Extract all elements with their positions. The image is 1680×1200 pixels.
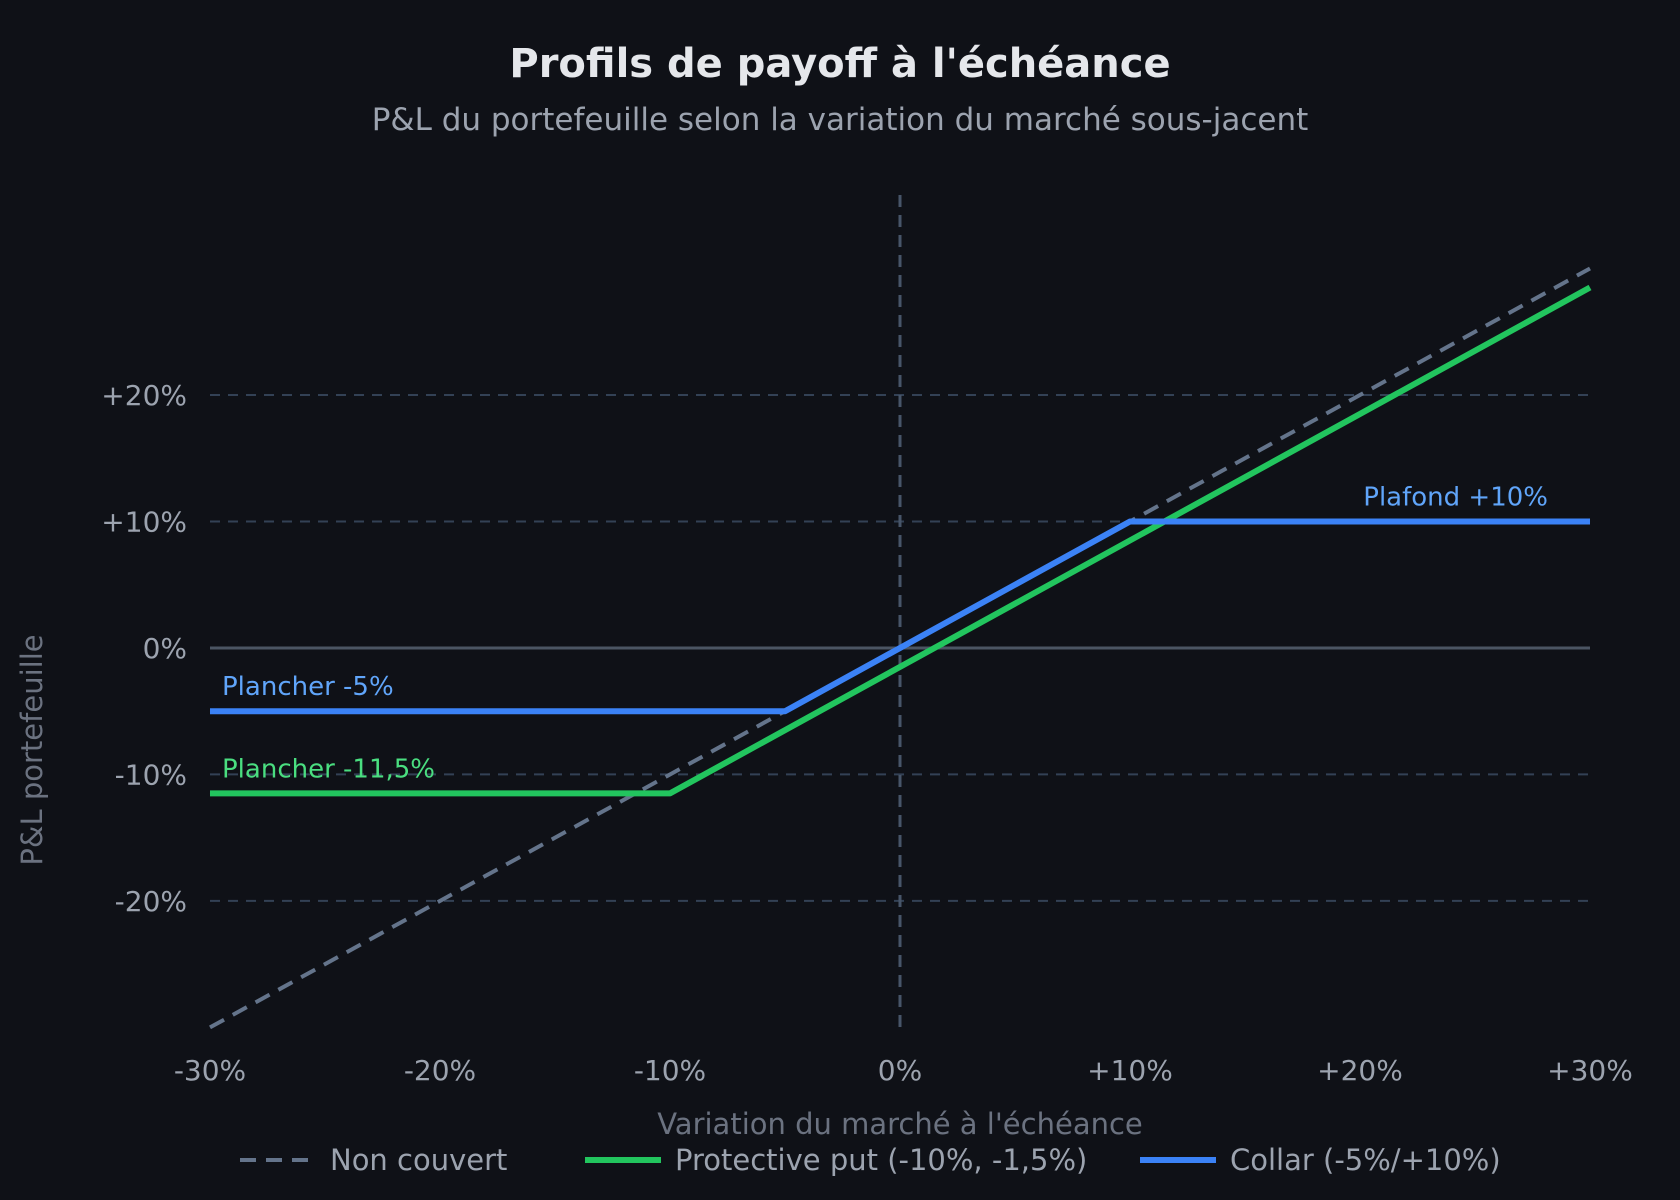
annotation-label: Plancher -5% [222,672,394,702]
annotation-label: Plafond +10% [1363,482,1548,512]
legend-label: Protective put (-10%, -1,5%) [675,1143,1087,1177]
x-tick-label: +10% [1087,1054,1173,1087]
x-tick-label: +30% [1547,1054,1633,1087]
x-tick-label: -30% [174,1054,246,1087]
legend-label: Collar (-5%/+10%) [1230,1143,1501,1177]
axes-layer: +20% +10% 0% -10% -20% -30% -20% -10% 0% +10% +20%… [101,379,1633,1087]
x-tick-label: -20% [404,1054,476,1087]
x-tick-label: 0% [878,1054,922,1087]
annotation-label: Plancher -11,5% [222,754,435,784]
legend-label: Non couvert [330,1143,507,1177]
chart-title: Profils de payoff à l'échéance [509,41,1170,87]
y-tick-label: -20% [115,885,187,918]
series-layer [209,266,1592,1030]
y-tick-label: -10% [115,758,187,791]
y-tick-label: +10% [101,505,187,538]
x-axis-label: Variation du marché à l'échéance [657,1107,1143,1141]
series-line-2 [210,518,1590,715]
y-tick-label: +20% [101,379,187,412]
y-tick-label: 0% [143,632,187,665]
chart-subtitle: P&L du portefeuille selon la variation d… [372,102,1309,138]
x-tick-label: +20% [1317,1054,1403,1087]
x-tick-label: -10% [634,1054,706,1087]
annotation-layer: Plancher -5% Plancher -11,5% Plafond +10% [222,482,1548,784]
y-axis-label: P&L portefeuille [15,634,49,865]
grid-layer [210,195,1590,1035]
legend: Non couvert Protective put (-10%, -1,5%) C… [240,1143,1501,1177]
